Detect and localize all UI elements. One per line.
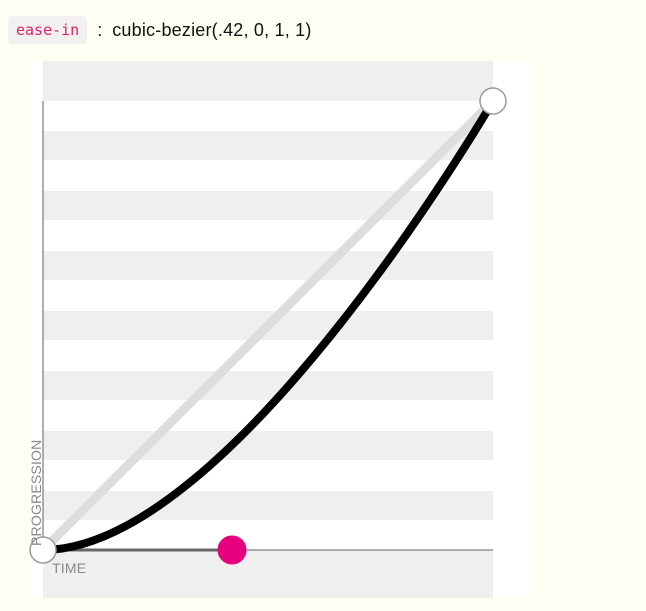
grid-band xyxy=(43,371,493,400)
cubic-bezier-value: cubic-bezier(.42, 0, 1, 1) xyxy=(112,19,312,40)
bezier-curve-panel: TIME PROGRESSION xyxy=(28,61,529,598)
grid-band xyxy=(43,251,493,280)
start-point-handle[interactable] xyxy=(29,536,57,564)
easing-header: ease-in : cubic-bezier(.42, 0, 1, 1) xyxy=(8,14,312,46)
bezier-curve-chart: TIME PROGRESSION xyxy=(28,61,507,598)
grid-band xyxy=(43,131,493,160)
linear-reference-curve xyxy=(38,96,498,555)
control-point-1-handle[interactable] xyxy=(217,535,247,565)
progression-axis-label: PROGRESSION xyxy=(28,440,44,546)
grid-band xyxy=(43,61,493,101)
grid-band xyxy=(43,491,493,520)
time-axis-label: TIME xyxy=(52,560,86,576)
grid-band xyxy=(43,431,493,460)
easing-keyword: ease-in xyxy=(8,16,88,44)
grid-band xyxy=(43,550,493,598)
ease-in-curve xyxy=(39,97,497,554)
end-point-handle[interactable] xyxy=(479,87,507,115)
separator-colon: : xyxy=(97,19,103,40)
